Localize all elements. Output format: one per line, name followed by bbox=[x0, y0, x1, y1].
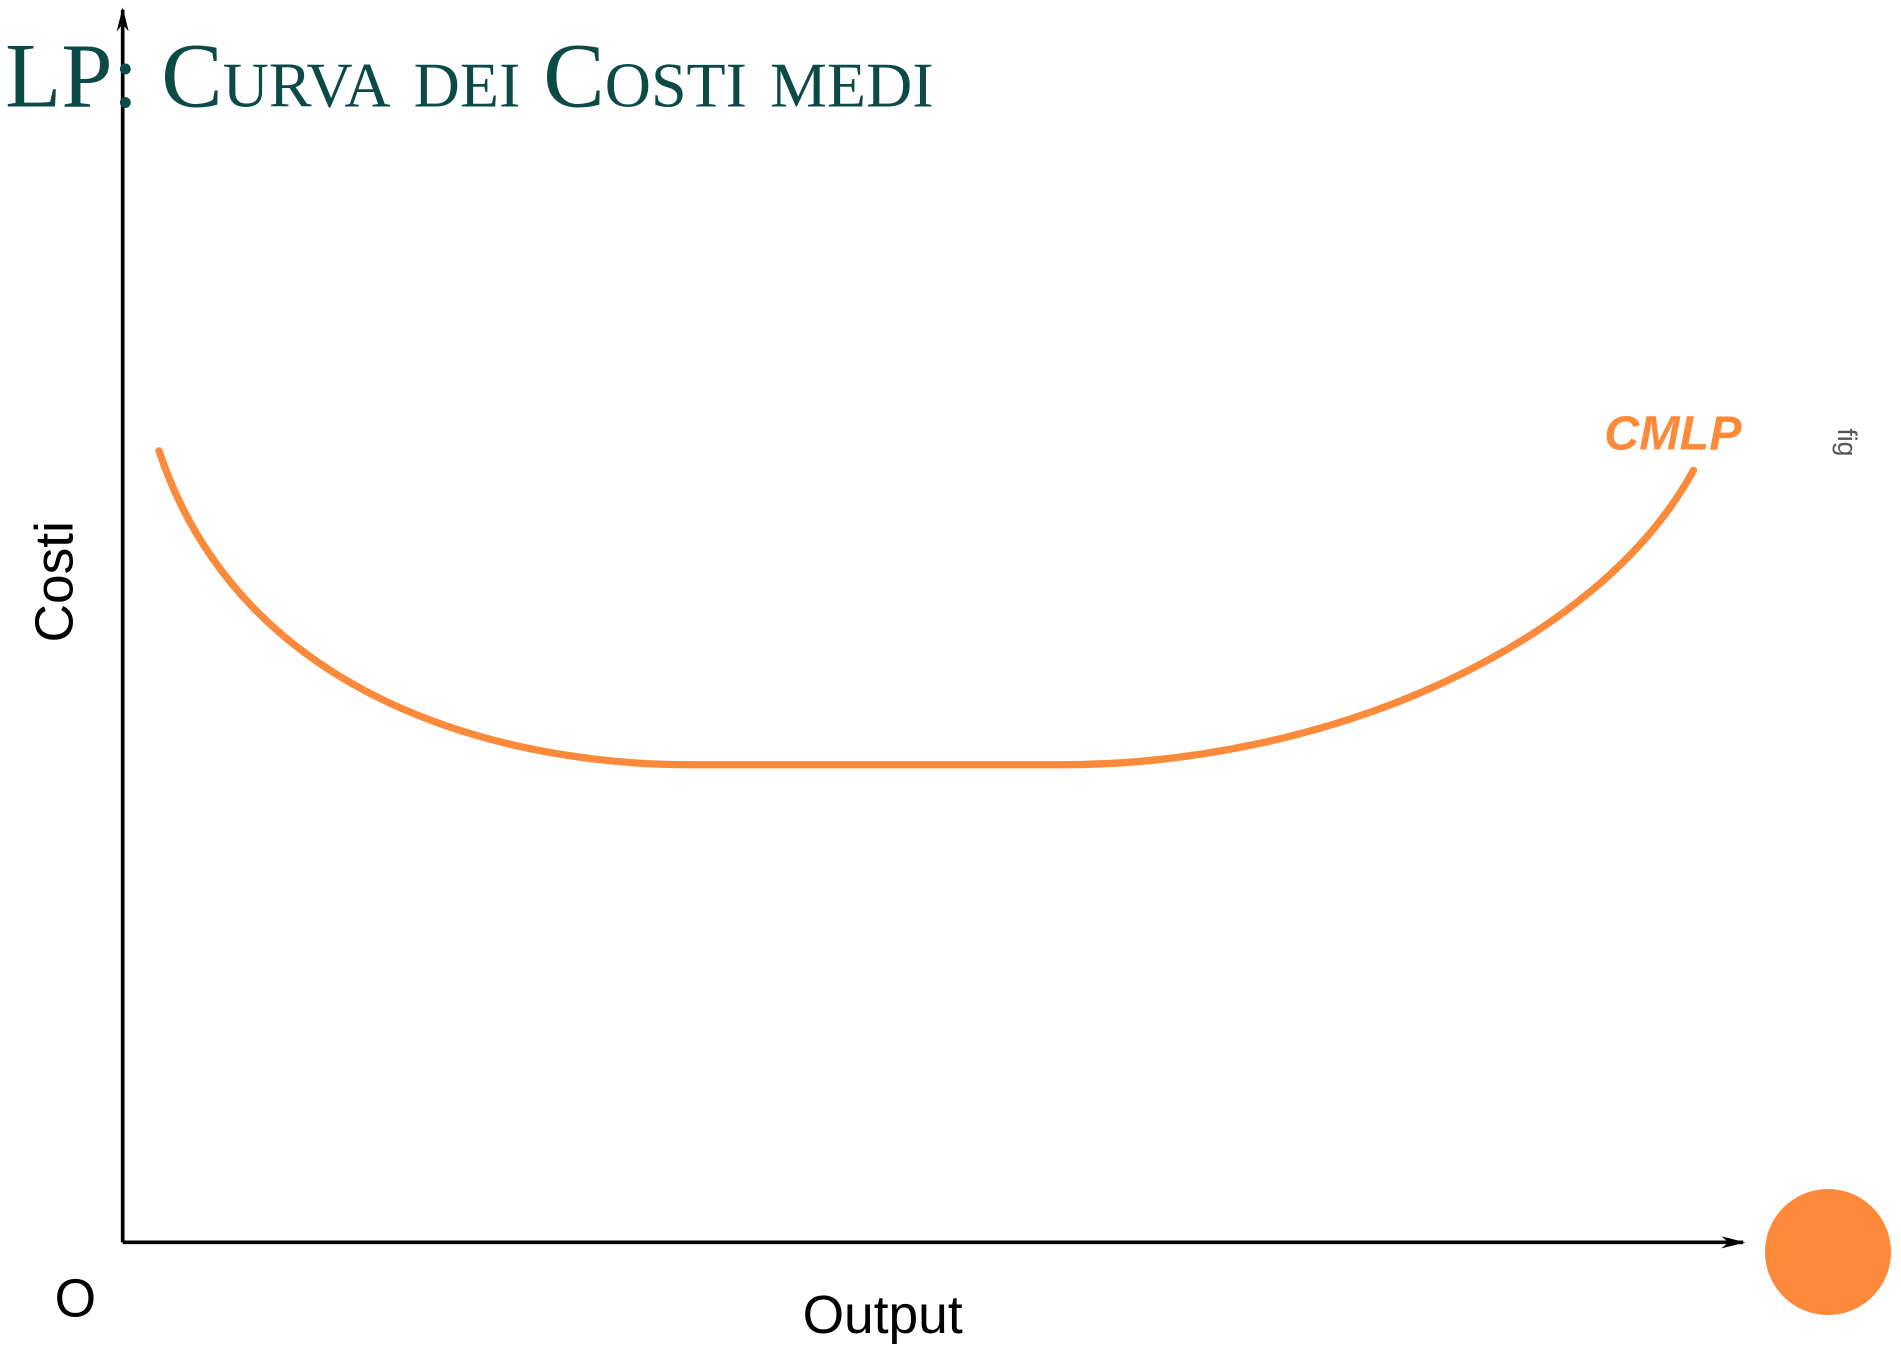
curve-label: CMLP bbox=[1604, 407, 1742, 461]
y-axis-label: Costi bbox=[26, 521, 85, 642]
fig-tag: fig bbox=[1832, 428, 1862, 456]
nav-dot bbox=[1764, 1189, 1892, 1316]
slide-title: LP: Curva dei Costi medi bbox=[5, 25, 933, 127]
cost-curve bbox=[155, 447, 1698, 769]
x-axis-label: Output bbox=[803, 1286, 963, 1345]
origin-label: O bbox=[55, 1269, 96, 1328]
